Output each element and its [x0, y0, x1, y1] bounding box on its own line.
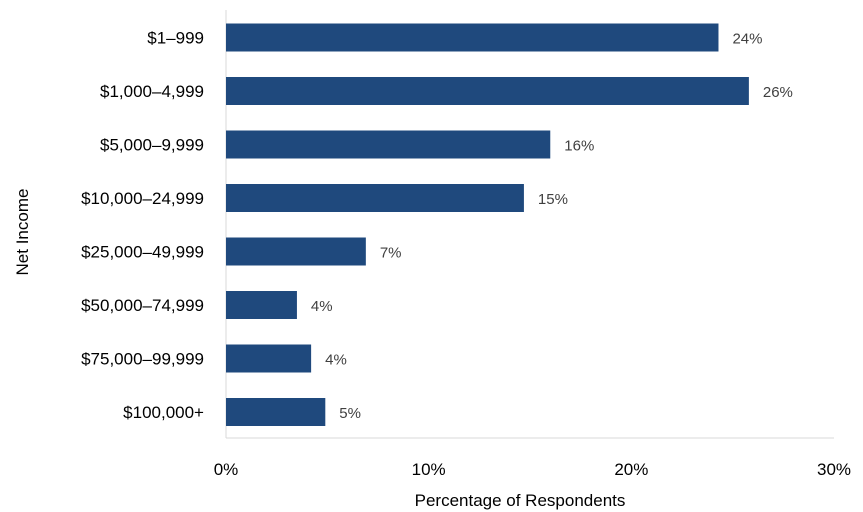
bar: [226, 398, 326, 426]
bar: [226, 344, 312, 373]
category-labels-group: $1–999 $1,000–4,999 $5,000–9,999 $10,000–24…: [81, 29, 204, 423]
category-label: $50,000–74,999: [81, 296, 204, 315]
bar: [226, 130, 551, 159]
category-label: $25,000–49,999: [81, 243, 204, 262]
data-label: 16%: [564, 138, 594, 155]
category-label: $1,000–4,999: [100, 82, 204, 101]
category-label: $5,000–9,999: [100, 136, 204, 155]
x-tick-label: 10%: [412, 460, 446, 479]
x-tick-label: 30%: [817, 460, 851, 479]
data-label: 4%: [325, 352, 347, 369]
bar: [226, 184, 524, 212]
data-label: 7%: [380, 245, 402, 262]
x-axis-title: Percentage of Respondents: [415, 491, 626, 510]
data-label: 24%: [732, 31, 762, 48]
data-label: 15%: [538, 191, 568, 208]
bar: [226, 291, 297, 319]
x-tick-labels-group: 0% 10% 20% 30%: [214, 460, 851, 479]
category-label: $75,000–99,999: [81, 350, 204, 369]
category-label: $100,000+: [123, 403, 204, 422]
bar: [226, 23, 719, 52]
x-tick-label: 20%: [614, 460, 648, 479]
category-label: $1–999: [147, 29, 204, 48]
data-label: 4%: [311, 298, 333, 315]
x-tick-label: 0%: [214, 460, 239, 479]
category-label: $10,000–24,999: [81, 189, 204, 208]
y-axis-title: Net Income: [13, 189, 32, 276]
data-label: 26%: [763, 84, 793, 101]
bar: [226, 77, 749, 105]
data-labels-group: 24% 26% 16% 15% 7% 4% 4% 5%: [311, 31, 793, 423]
bar: [226, 237, 366, 266]
data-label: 5%: [339, 405, 361, 422]
bars-group: [226, 23, 749, 426]
